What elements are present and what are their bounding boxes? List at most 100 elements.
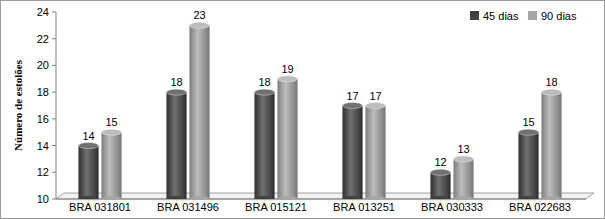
bar-cap-highlight [519,129,539,135]
chart-frame [1,1,605,219]
y-tick-label: 14 [37,140,49,152]
legend: 45 dias 90 dias [470,10,577,22]
bar [190,22,210,199]
y-axis-label: Número de estolões [12,59,24,151]
bar-base [366,196,386,199]
bar [278,76,298,199]
bar-body [542,92,562,199]
bar-base [190,196,210,199]
bar-cap [79,143,99,149]
x-tick-label: BRA 030333 [421,201,483,213]
bar-shade [454,159,474,199]
bar [366,103,386,200]
x-tick-label: BRA 031496 [157,201,219,213]
bar [79,143,99,199]
bar-shade [278,79,298,199]
bar-body [519,132,539,199]
legend-label: 45 dias [483,10,519,22]
y-tick-label: 20 [37,59,49,71]
data-label: 17 [346,90,358,102]
floor [56,193,594,199]
y-tick [52,199,56,200]
bar-base [519,196,539,199]
bar-base [454,196,474,199]
bar-cap-highlight [79,143,99,149]
bars [79,22,562,199]
y-tick-label: 16 [37,113,49,125]
bar-cap-highlight [454,156,474,162]
x-axis-line [56,199,586,200]
bar-shade [190,25,210,199]
bar-body [102,132,122,199]
bar-base [542,196,562,199]
y-tick-label: 24 [37,6,49,18]
y-tick [52,38,56,39]
bar-shade [519,132,539,199]
bar-base [343,196,363,199]
y-axis-line [56,12,57,199]
x-tick-label: BRA 022683 [509,201,571,213]
bar-body [454,159,474,199]
bar-body [431,172,451,199]
y-tick-label: 22 [37,33,49,45]
bar-base [431,196,451,199]
bar-cap [343,103,363,109]
x-tick-label: BRA 013251 [333,201,395,213]
legend-label: 90 dias [541,10,577,22]
bar-cap [278,76,298,82]
bar-body [190,25,210,199]
data-labels: 141818171215152319171318 [82,9,557,168]
bar-cap [431,169,451,175]
bar-cap [542,89,562,95]
bar [542,89,562,199]
bar [343,103,363,200]
bar-cap-highlight [431,169,451,175]
bar-cap-highlight [167,89,187,95]
bar-cap-highlight [366,103,386,109]
y-tick [52,12,56,13]
data-label: 15 [522,116,534,128]
bar-cap [366,103,386,109]
x-tick-label: BRA 031801 [69,201,131,213]
bar-shade [542,92,562,199]
chart: 1012141618202224Número de estolõesBRA 03… [0,0,605,219]
bar-shade [255,92,275,199]
y-tick [52,92,56,93]
bar-body [343,106,363,200]
bar [255,89,275,199]
data-label: 13 [457,143,469,155]
bar-cap-highlight [255,89,275,95]
bar-base [167,196,187,199]
bar [454,156,474,199]
bar-base [102,196,122,199]
bar-base [79,196,99,199]
bar-shade [167,92,187,199]
x-tick-label: BRA 015121 [245,201,307,213]
data-label: 18 [258,76,270,88]
y-tick [52,65,56,66]
data-label: 15 [105,116,117,128]
bar-body [255,92,275,199]
bar-shade [102,132,122,199]
bar [519,129,539,199]
bar-cap [190,22,210,28]
bar-shade [343,106,363,200]
bar-body [278,79,298,199]
bar-cap [167,89,187,95]
bar-cap-highlight [190,22,210,28]
bar-cap-highlight [343,103,363,109]
y-tick [52,172,56,173]
bar-cap [255,89,275,95]
bar-cap [102,129,122,135]
bar-shade [366,106,386,200]
bar-body [167,92,187,199]
bar-cap-highlight [542,89,562,95]
y-tick [52,145,56,146]
bar-body [366,106,386,200]
data-label: 19 [281,63,293,75]
bar-shade [431,172,451,199]
page: {"chart_data": {"type": "bar", "y_label"… [0,0,605,219]
bar-body [79,146,99,199]
legend-swatch [470,11,479,20]
bar [102,129,122,199]
